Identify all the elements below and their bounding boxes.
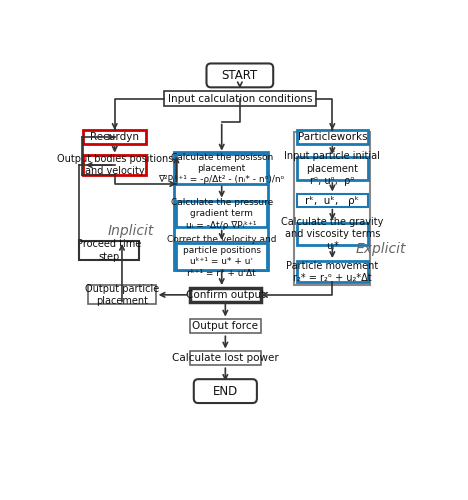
Bar	[174, 152, 268, 270]
Text: Calculate the gravity
and viscosity terms
uᵢ*: Calculate the gravity and viscosity term…	[281, 216, 384, 252]
FancyBboxPatch shape	[164, 91, 316, 106]
Text: Recurdyn: Recurdyn	[90, 132, 139, 142]
Text: Input calculation conditions: Input calculation conditions	[168, 94, 312, 104]
Text: rᵏ,  uᵏ,   ρᵏ: rᵏ, uᵏ, ρᵏ	[305, 196, 359, 205]
FancyBboxPatch shape	[80, 241, 139, 260]
Text: Particleworks: Particleworks	[298, 132, 367, 142]
FancyBboxPatch shape	[176, 200, 267, 228]
Text: Confirm output: Confirm output	[186, 290, 265, 300]
FancyBboxPatch shape	[190, 320, 261, 334]
Text: Output force: Output force	[192, 322, 258, 332]
FancyBboxPatch shape	[190, 352, 261, 366]
Text: Output particle
placement: Output particle placement	[85, 284, 159, 306]
Text: Calculate the pressure
gradient term
uᵢ = -Δt/ρ ∇Pᵢᵏ⁺¹: Calculate the pressure gradient term uᵢ …	[171, 198, 273, 230]
FancyBboxPatch shape	[297, 194, 368, 206]
FancyBboxPatch shape	[176, 243, 267, 270]
Text: Output bodies positions
and velocity: Output bodies positions and velocity	[57, 154, 173, 176]
FancyBboxPatch shape	[297, 130, 368, 144]
Text: Explicit: Explicit	[356, 242, 407, 256]
FancyBboxPatch shape	[176, 154, 267, 184]
FancyBboxPatch shape	[297, 261, 368, 282]
Text: END: END	[213, 384, 238, 398]
Text: Correct the velocity and
particle positions
uᵏ⁺¹ = u* + uˈ
rᵏ⁺¹ = r* + uˈΔt: Correct the velocity and particle positi…	[167, 235, 277, 278]
FancyBboxPatch shape	[206, 64, 273, 88]
FancyBboxPatch shape	[297, 223, 368, 245]
Text: Input particle initial
placement
rᵒ, uᵒ,  ρᵒ: Input particle initial placement rᵒ, uᵒ,…	[285, 151, 380, 186]
FancyBboxPatch shape	[194, 379, 257, 403]
FancyBboxPatch shape	[297, 157, 368, 180]
FancyBboxPatch shape	[83, 130, 146, 144]
Bar	[294, 132, 370, 285]
FancyBboxPatch shape	[83, 156, 146, 174]
Text: Calculate lost power: Calculate lost power	[172, 354, 279, 364]
Text: START: START	[222, 69, 258, 82]
FancyBboxPatch shape	[88, 285, 155, 304]
Text: Proceed time
step: Proceed time step	[77, 240, 141, 262]
Text: Particle movement
r₂* = r₂ᵒ + u₂*Δt: Particle movement r₂* = r₂ᵒ + u₂*Δt	[286, 260, 379, 283]
FancyBboxPatch shape	[190, 288, 261, 302]
Text: Calculate the posisson
placement
∇²Pᵢᵏ⁺¹ = -ρ/Δt² - (nᵢ* - nᵒ)/nᵒ: Calculate the posisson placement ∇²Pᵢᵏ⁺¹…	[159, 153, 285, 184]
Text: Inplicit: Inplicit	[108, 224, 154, 238]
